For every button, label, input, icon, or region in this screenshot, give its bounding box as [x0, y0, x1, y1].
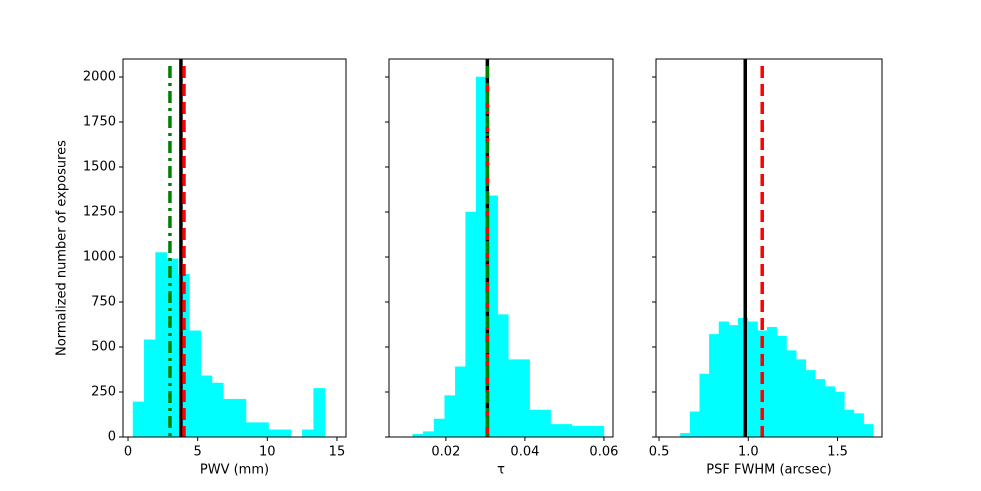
axes-frame: [655, 58, 883, 438]
histogram-bar: [786, 350, 797, 438]
histogram-bar: [455, 366, 466, 438]
histogram-bar: [476, 76, 488, 438]
histogram-bar: [815, 379, 826, 438]
histogram-bar: [529, 409, 541, 438]
histogram-bar: [444, 395, 456, 438]
y-tick-label: 1250: [83, 205, 116, 220]
histogram-bar: [223, 398, 235, 438]
x-axis-label: τ: [497, 463, 505, 478]
histogram-bar: [497, 314, 509, 438]
x-tick-label: 1.0: [738, 445, 759, 460]
histogram-bar: [844, 409, 855, 438]
histogram-bar: [268, 429, 281, 438]
histogram-bar: [699, 373, 710, 438]
histogram-bar: [766, 326, 778, 438]
x-tick-label: 0.04: [510, 445, 539, 460]
histogram-bar: [689, 411, 700, 438]
histogram-bar: [144, 339, 156, 438]
histogram-bar: [747, 321, 758, 438]
histogram-bar: [211, 382, 224, 438]
histogram-bar: [805, 370, 816, 438]
histogram-bar: [795, 359, 807, 438]
x-tick-label: 0.5: [649, 445, 670, 460]
histogram-bar: [234, 398, 247, 438]
y-tick-label: 750: [91, 295, 116, 310]
x-tick-label: 0.06: [589, 445, 618, 460]
x-tick-label: 15: [329, 445, 346, 460]
histogram-bar: [582, 425, 594, 438]
axes-frame: [388, 58, 614, 438]
histogram-bar: [245, 422, 258, 438]
histogram-bar: [592, 425, 605, 438]
x-axis-label: PSF FWHM (arcsec): [706, 463, 831, 478]
histogram-bar: [728, 325, 739, 438]
histogram-bar: [834, 391, 845, 438]
histogram-bar: [465, 211, 477, 438]
histogram-bar: [257, 422, 269, 438]
y-tick-label: 2000: [83, 70, 116, 85]
y-tick-label: 500: [91, 340, 116, 355]
histogram-bar: [423, 431, 435, 438]
histogram-bar: [718, 321, 729, 438]
y-tick-label: 1750: [83, 115, 116, 130]
x-tick-label: 0: [124, 445, 132, 460]
histogram-bar: [550, 424, 562, 438]
histogram-bar: [853, 413, 864, 438]
x-tick-label: 10: [259, 445, 276, 460]
histogram-bar: [508, 359, 520, 438]
axes-frame: [122, 58, 347, 438]
x-tick-label: 0.02: [431, 445, 460, 460]
histogram-bar: [571, 425, 583, 438]
histogram-bar: [560, 424, 573, 438]
histogram-bar: [863, 424, 874, 438]
histogram-bar: [279, 429, 292, 438]
x-tick-label: 5: [194, 445, 202, 460]
histogram-bar: [313, 388, 326, 438]
histogram-bar: [518, 359, 530, 438]
histogram-bar: [540, 409, 551, 438]
histogram-bar: [189, 330, 201, 438]
histogram-bar: [302, 429, 314, 438]
x-tick-label: 1.5: [827, 445, 848, 460]
histogram-bar: [709, 334, 720, 438]
y-tick-label: 0: [108, 430, 116, 445]
y-tick-label: 1000: [83, 250, 116, 265]
y-axis-label: Normalized number of exposures: [55, 140, 70, 356]
histogram-bar: [824, 386, 835, 438]
histogram-bar: [155, 252, 168, 438]
histogram-bar: [776, 335, 787, 438]
histogram-bar: [433, 418, 445, 438]
y-tick-label: 250: [91, 385, 116, 400]
histogram-bar: [132, 401, 145, 438]
histogram-bar: [680, 433, 691, 438]
x-axis-label: PWV (mm): [200, 463, 269, 478]
y-tick-label: 1500: [83, 160, 116, 175]
histogram-bar: [200, 375, 213, 438]
